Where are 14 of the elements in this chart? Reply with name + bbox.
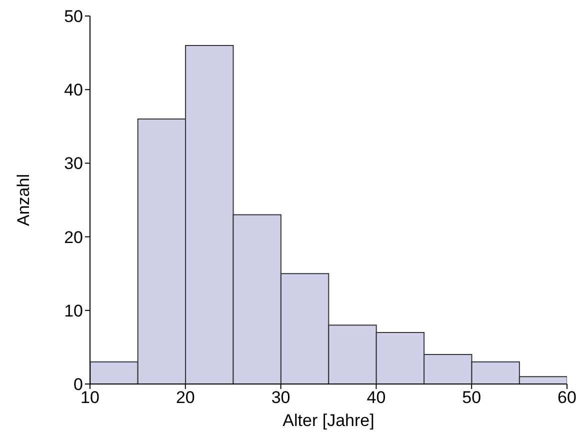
x-tick-label: 30 (271, 388, 290, 408)
x-axis-title: Alter [Jahre] (282, 411, 374, 430)
x-tick-label: 60 (558, 388, 576, 408)
y-tick-label: 30 (64, 154, 83, 174)
y-tick-label: 40 (64, 80, 83, 100)
x-tick-label: 10 (80, 388, 100, 408)
x-tick-label: 40 (366, 388, 386, 408)
x-tick-label: 20 (176, 388, 195, 408)
y-axis-title: Anzahl (14, 174, 34, 226)
x-tick-label: 50 (462, 388, 482, 408)
y-tick-label: 0 (74, 375, 83, 394)
y-tick-label: 20 (64, 228, 83, 247)
y-tick-label: 10 (64, 301, 83, 320)
y-tick-label: 50 (64, 7, 83, 26)
